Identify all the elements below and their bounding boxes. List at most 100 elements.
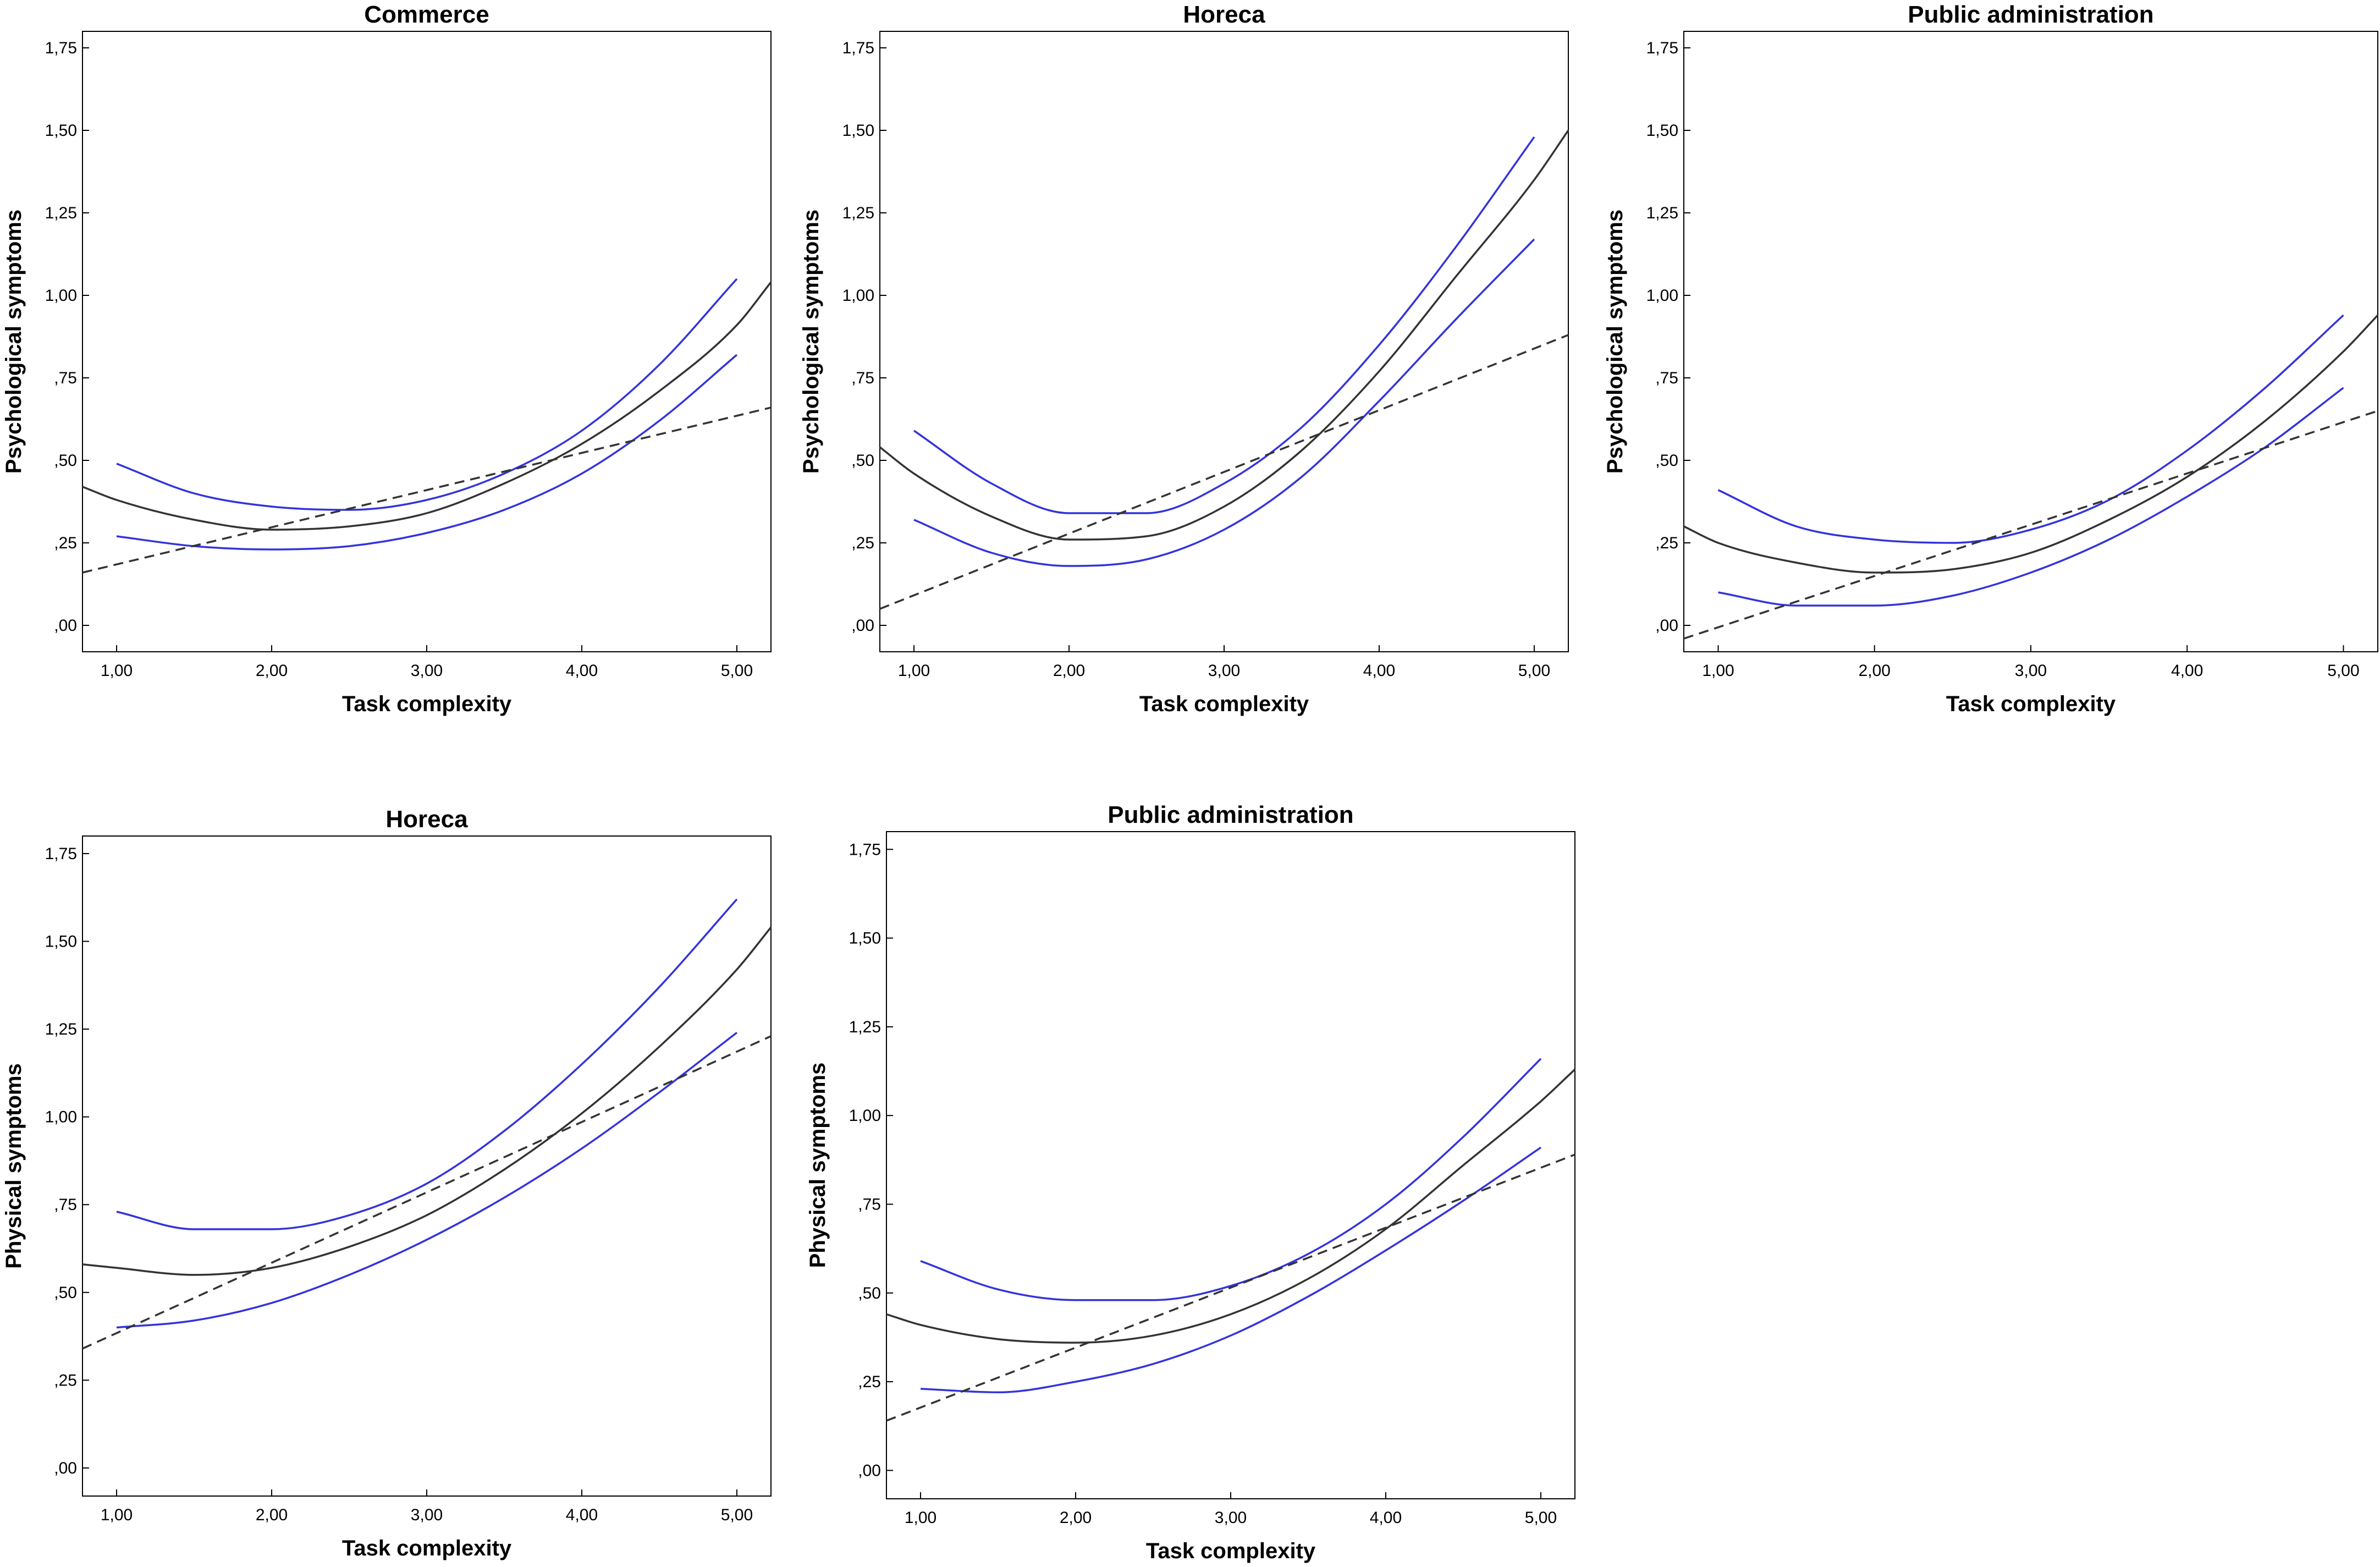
y-tick-label: ,00	[1655, 617, 1678, 635]
y-tick-label: ,25	[54, 534, 77, 552]
panel-2: Horeca ,00 ,25 ,50 ,75 1,00 1,25 1,50 1,75 1,00 2,…	[799, 1, 1569, 716]
plot-frame	[82, 31, 772, 652]
plot-frame	[886, 831, 1575, 1499]
chart-title: Public administration	[1908, 1, 2153, 28]
y-tick-label: 1,25	[45, 204, 77, 222]
chart-title: Horeca	[385, 806, 468, 833]
y-axis-label: Psychological symptoms	[1603, 210, 1627, 474]
series-fit-line	[82, 281, 772, 531]
x-tick-label: 3,00	[1208, 662, 1240, 680]
x-axis-label: Task complexity	[342, 692, 512, 716]
x-tick-label: 5,00	[1525, 1509, 1557, 1527]
y-tick-label: ,50	[1655, 452, 1678, 470]
y-axis-label: Physical symptoms	[806, 1063, 830, 1268]
y-tick-label: 1,75	[45, 39, 77, 57]
y-tick-label: ,50	[858, 1284, 881, 1302]
x-tick-label: 4,00	[2171, 662, 2203, 680]
series-lower-line	[1718, 387, 2344, 607]
y-axis-label: Physical symptoms	[2, 1063, 26, 1269]
plot-frame	[879, 31, 1569, 652]
x-tick-label: 2,00	[1053, 662, 1085, 680]
x-tick-label: 4,00	[566, 662, 598, 680]
y-tick-label: 1,25	[842, 204, 874, 222]
y-tick-label: ,00	[851, 617, 874, 635]
chart-title: Horeca	[1183, 1, 1265, 28]
y-tick-label: ,00	[54, 617, 77, 635]
y-tick-label: 1,50	[842, 122, 874, 140]
x-tick-label: 4,00	[566, 1506, 598, 1524]
y-tick-label: ,50	[54, 452, 77, 470]
y-tick-label: 1,00	[1646, 287, 1678, 305]
y-tick-label: ,50	[54, 1284, 77, 1302]
y-tick-label: ,25	[851, 534, 874, 552]
chart-title: Commerce	[364, 1, 489, 28]
x-tick-label: 2,00	[1060, 1509, 1092, 1527]
y-tick-label: 1,75	[842, 39, 874, 57]
x-tick-label: 1,00	[101, 1506, 133, 1524]
series-upper-line	[1717, 314, 2344, 544]
y-tick-label: 1,75	[45, 845, 77, 863]
y-tick-label: 1,25	[45, 1020, 77, 1038]
y-tick-label: 1,00	[45, 1108, 77, 1126]
x-axis-label: Task complexity	[342, 1536, 512, 1560]
y-tick-label: ,25	[54, 1371, 77, 1389]
y-tick-label: 1,00	[842, 287, 874, 305]
x-axis-label: Task complexity	[1139, 692, 1309, 716]
x-tick-label: 5,00	[2327, 662, 2359, 680]
y-axis-label: Psychological symptoms	[2, 210, 26, 474]
series-fit-line	[1683, 314, 2379, 574]
x-tick-label: 5,00	[1518, 662, 1550, 680]
series-upper-line	[116, 278, 738, 511]
y-tick-label: ,25	[858, 1373, 881, 1391]
y-tick-label: 1,50	[849, 930, 881, 948]
x-tick-label: 1,00	[1702, 662, 1734, 680]
series-upper-line	[116, 898, 738, 1230]
y-tick-label: ,75	[851, 369, 874, 387]
x-tick-label: 1,00	[101, 662, 133, 680]
y-tick-label: ,75	[54, 1196, 77, 1214]
x-tick-label: 4,00	[1363, 662, 1395, 680]
series-fit-line	[82, 926, 772, 1276]
y-tick-label: ,75	[858, 1195, 881, 1213]
x-tick-label: 2,00	[1859, 662, 1891, 680]
y-tick-label: ,75	[54, 369, 77, 387]
series-upper-line	[920, 1058, 1542, 1301]
y-tick-label: ,75	[1655, 369, 1678, 387]
x-tick-label: 1,00	[905, 1509, 936, 1527]
y-axis-label: Psychological symptoms	[799, 210, 823, 474]
x-tick-label: 4,00	[1370, 1509, 1402, 1527]
series-linear-line	[82, 406, 772, 574]
series-lower-line	[116, 354, 738, 551]
y-tick-label: ,00	[54, 1459, 77, 1477]
x-tick-label: 3,00	[411, 1506, 443, 1524]
y-tick-label: ,00	[858, 1461, 881, 1480]
y-tick-label: 1,75	[849, 840, 881, 859]
series-lower-line	[116, 1032, 738, 1329]
series-linear-line	[879, 334, 1569, 610]
x-tick-label: 3,00	[1215, 1509, 1247, 1527]
y-tick-label: 1,25	[1646, 204, 1678, 222]
x-tick-label: 2,00	[256, 1506, 288, 1524]
panel-3: Public administration ,00 ,25 ,50 ,75 1,00 1,2…	[1603, 1, 2379, 716]
x-axis-label: Task complexity	[1946, 692, 2116, 716]
panel-5: Public administration ,00 ,25 ,50 ,75 1,00 1,2…	[806, 801, 1576, 1563]
chart-title: Public administration	[1108, 801, 1353, 828]
y-tick-label: 1,25	[849, 1018, 881, 1036]
series-fit-line	[886, 1069, 1576, 1344]
series-linear-line	[82, 1035, 772, 1350]
y-tick-label: ,50	[851, 452, 874, 470]
x-tick-label: 3,00	[411, 662, 443, 680]
plot-frame	[1683, 31, 2378, 652]
series-linear-line	[886, 1153, 1575, 1422]
x-tick-label: 2,00	[256, 662, 288, 680]
x-tick-label: 1,00	[898, 662, 930, 680]
y-tick-label: ,25	[1655, 534, 1678, 552]
y-tick-label: 1,50	[45, 932, 77, 950]
y-tick-label: 1,50	[1646, 122, 1678, 140]
plot-frame	[82, 835, 772, 1497]
y-tick-label: 1,00	[849, 1107, 881, 1125]
series-fit-line	[879, 130, 1569, 541]
x-axis-label: Task complexity	[1146, 1539, 1316, 1563]
x-tick-label: 5,00	[721, 662, 753, 680]
